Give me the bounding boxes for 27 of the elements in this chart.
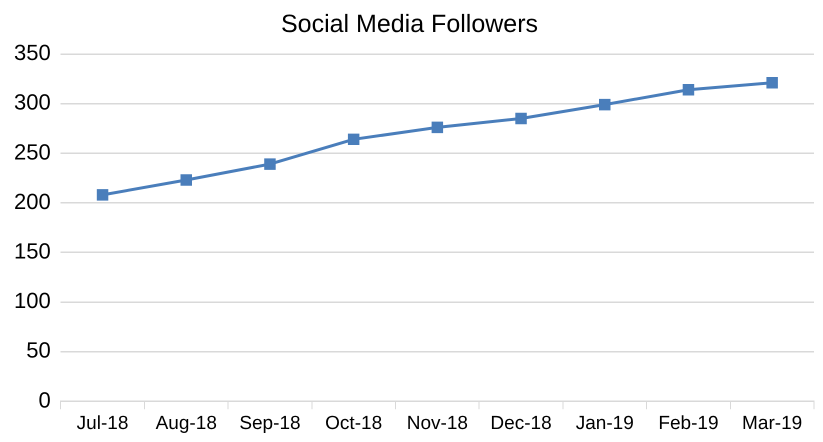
point [766, 77, 778, 89]
y-tick-label: 50 [26, 338, 51, 363]
x-tick-label: Jul-18 [76, 412, 128, 434]
point [264, 158, 276, 170]
x-tick-label: Aug-18 [156, 412, 217, 434]
x-tick-label: Mar-19 [742, 412, 802, 434]
y-tick-label: 0 [38, 387, 51, 412]
chart-title: Social Media Followers [280, 10, 538, 38]
point [682, 84, 694, 96]
y-tick-label: 100 [14, 288, 51, 314]
x-tick-label: Sep-18 [239, 412, 301, 434]
point [96, 189, 108, 201]
point [432, 122, 444, 134]
point [515, 112, 527, 124]
x-tick-label: Dec-18 [490, 412, 552, 434]
x-tick-label: Oct-18 [325, 412, 382, 434]
y-tick-label: 150 [14, 238, 51, 264]
point [599, 98, 610, 110]
y-tick-label: 300 [14, 90, 51, 115]
point [180, 174, 192, 186]
x-tick-label: Feb-19 [658, 412, 719, 434]
x-tick-label: Nov-18 [406, 412, 468, 434]
y-tick-label: 250 [14, 139, 51, 164]
y-tick-label: 350 [14, 40, 51, 66]
point [348, 134, 360, 146]
x-tick-label: Jan-19 [576, 412, 634, 434]
y-tick-label: 200 [14, 188, 51, 214]
